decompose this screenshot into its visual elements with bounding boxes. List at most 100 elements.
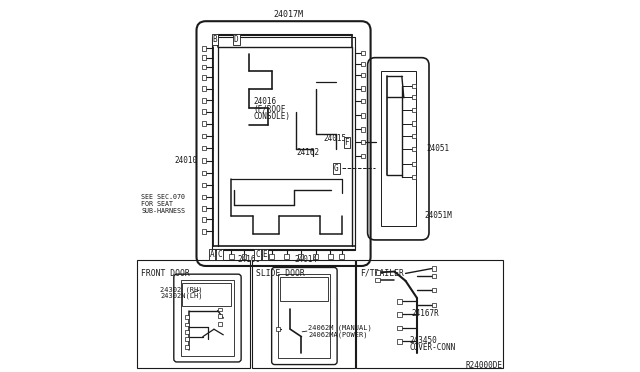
Text: 24162: 24162 (297, 148, 320, 157)
Text: E: E (262, 250, 268, 259)
Bar (202, 86, 206, 91)
Text: 24051M: 24051M (424, 211, 452, 220)
Bar (229, 254, 234, 259)
Bar (218, 322, 222, 326)
Bar (182, 283, 231, 306)
Bar (218, 308, 222, 311)
Bar (412, 83, 416, 87)
Text: C: C (255, 250, 260, 259)
Text: C: C (217, 250, 222, 259)
Bar (276, 327, 280, 331)
Bar (186, 323, 189, 326)
Bar (202, 98, 206, 103)
Text: SUB-HARNESS: SUB-HARNESS (141, 208, 186, 214)
Bar (186, 337, 189, 341)
Text: CONSOLE): CONSOLE) (253, 112, 290, 121)
Bar (397, 312, 402, 317)
Bar (298, 254, 303, 259)
Bar (328, 254, 333, 259)
Text: FOR SEAT: FOR SEAT (141, 201, 173, 207)
Bar (269, 254, 274, 259)
Bar (202, 75, 206, 80)
Bar (257, 254, 262, 259)
Bar (397, 326, 402, 330)
Text: 24160: 24160 (237, 255, 260, 264)
Text: SLIDE DOOR: SLIDE DOOR (256, 269, 305, 278)
Bar (431, 266, 436, 271)
Bar (361, 51, 365, 55)
Bar (202, 171, 206, 175)
Bar (381, 71, 416, 226)
Text: F/TRAILER: F/TRAILER (360, 269, 404, 278)
Bar (361, 73, 365, 77)
Bar (202, 46, 206, 51)
Bar (137, 260, 250, 368)
Text: 24302 (RH): 24302 (RH) (160, 287, 202, 294)
Bar (202, 146, 206, 150)
Bar (202, 158, 206, 163)
Text: B: B (212, 35, 218, 44)
Bar (376, 270, 380, 275)
Text: 24015: 24015 (323, 134, 346, 143)
Bar (356, 260, 502, 368)
Bar (412, 147, 416, 151)
Bar (202, 183, 206, 187)
Text: 24302N(LH): 24302N(LH) (160, 293, 202, 299)
Text: 24010: 24010 (175, 156, 198, 165)
Bar (252, 260, 355, 368)
Bar (397, 339, 402, 344)
Bar (431, 303, 436, 307)
Text: G: G (334, 164, 339, 173)
Bar (361, 86, 365, 91)
Text: F: F (344, 138, 349, 147)
Bar (412, 161, 416, 166)
Bar (361, 140, 365, 144)
Bar (284, 254, 289, 259)
Bar (375, 278, 380, 282)
Text: 24062MA(POWER): 24062MA(POWER) (308, 331, 367, 338)
Bar (412, 95, 416, 99)
Text: 24016: 24016 (253, 97, 276, 106)
Bar (202, 195, 206, 199)
Text: R24000DE: R24000DE (465, 361, 502, 370)
Bar (412, 121, 416, 126)
Bar (202, 229, 206, 234)
Bar (361, 62, 365, 66)
Bar (202, 55, 206, 60)
Bar (202, 206, 206, 211)
Bar (361, 99, 365, 103)
Bar (186, 315, 189, 319)
Bar (280, 277, 328, 301)
Text: FRONT DOOR: FRONT DOOR (141, 269, 189, 278)
Text: D: D (234, 35, 239, 44)
Bar (397, 299, 402, 304)
Bar (202, 121, 206, 126)
Bar (314, 254, 318, 259)
Bar (241, 254, 246, 259)
Bar (202, 109, 206, 114)
Bar (278, 274, 330, 358)
Bar (202, 134, 206, 138)
Bar (339, 254, 344, 259)
Bar (202, 217, 206, 222)
Text: SEE SEC.070: SEE SEC.070 (141, 194, 186, 200)
Bar (431, 274, 436, 278)
Bar (218, 314, 222, 318)
Bar (186, 330, 189, 334)
Bar (186, 345, 189, 349)
Bar (361, 113, 365, 118)
Text: (F/ROOF: (F/ROOF (253, 105, 285, 114)
Bar (431, 288, 436, 292)
Text: 24017M: 24017M (273, 10, 303, 19)
Text: 243450: 243450 (410, 336, 437, 345)
Text: 24167R: 24167R (411, 309, 439, 318)
Bar (412, 134, 416, 138)
Bar (202, 65, 206, 69)
Bar (180, 280, 234, 356)
Bar (212, 37, 355, 250)
Bar (412, 174, 416, 179)
Bar (361, 127, 365, 132)
Text: 24051: 24051 (426, 144, 449, 153)
Text: A: A (210, 250, 214, 259)
Text: COVER-CONN: COVER-CONN (410, 343, 456, 352)
